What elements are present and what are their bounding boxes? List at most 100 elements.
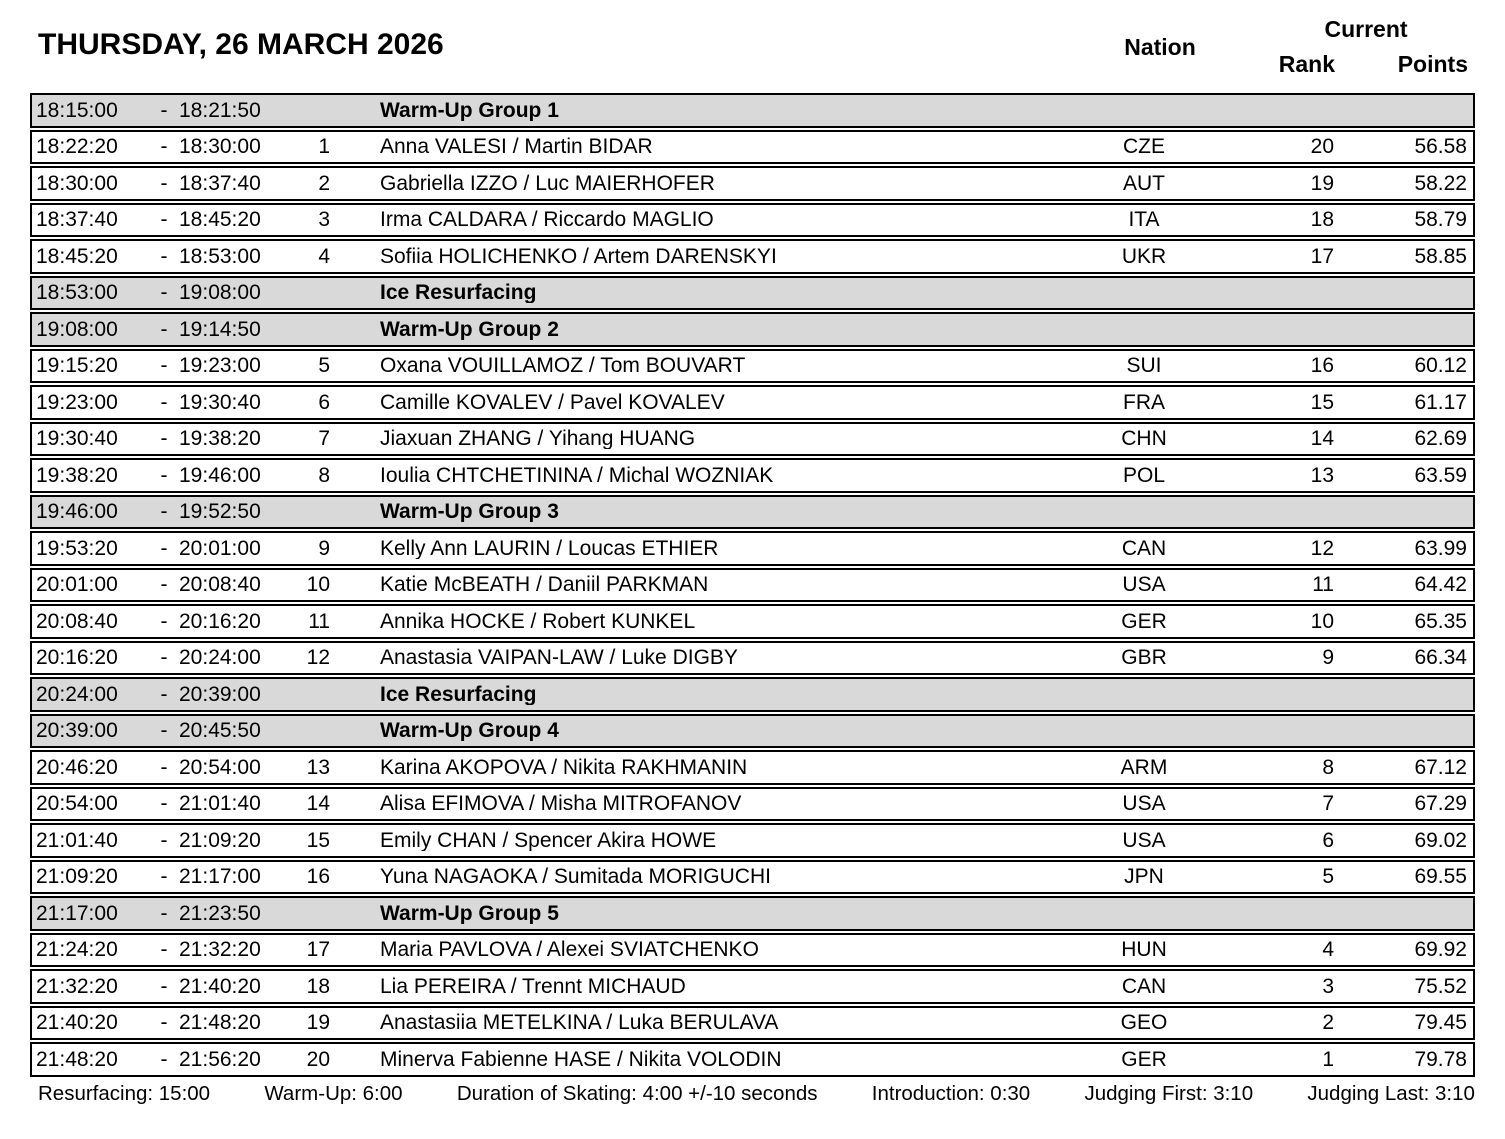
table-row: 19:08:00 - 19:14:50 Warm-Up Group 2 <box>30 312 1475 347</box>
points-cell: 62.69 <box>1414 428 1467 450</box>
end-time-cell: 18:37:40 <box>179 172 261 194</box>
start-time-cell: 18:15:00 <box>36 99 118 121</box>
end-time-cell: 19:30:40 <box>179 391 261 413</box>
time-dash: - <box>160 391 168 413</box>
points-cell: 79.78 <box>1414 1048 1467 1070</box>
nation-cell: GEO <box>1120 1012 1168 1034</box>
points-cell: 67.12 <box>1414 756 1467 778</box>
rank-cell: 13 <box>1310 464 1334 486</box>
points-cell: 79.45 <box>1414 1012 1467 1034</box>
nation-cell: USA <box>1122 793 1166 815</box>
nation-cell: GER <box>1121 610 1167 632</box>
time-dash: - <box>160 428 168 450</box>
points-cell: 69.55 <box>1414 866 1467 888</box>
end-time-cell: 20:08:40 <box>179 574 261 596</box>
start-number-cell: 5 <box>318 355 330 377</box>
points-cell: 56.58 <box>1414 136 1467 158</box>
rank-cell: 7 <box>1322 793 1334 815</box>
time-dash: - <box>160 464 168 486</box>
time-dash: - <box>160 574 168 596</box>
nation-cell: POL <box>1122 464 1166 486</box>
table-row: 21:32:20 - 21:40:20 18 Lia PEREIRA / Tre… <box>30 969 1475 1004</box>
time-dash: - <box>160 683 168 705</box>
time-dash: - <box>160 318 168 340</box>
start-time-cell: 20:24:00 <box>36 683 118 705</box>
points-cell: 65.35 <box>1414 610 1467 632</box>
table-row: 19:53:20 - 20:01:00 9 Kelly Ann LAURIN /… <box>30 531 1475 566</box>
time-dash: - <box>160 501 168 523</box>
time-dash: - <box>160 756 168 778</box>
time-dash: - <box>160 829 168 851</box>
name-cell: Camille KOVALEV / Pavel KOVALEV <box>380 391 725 413</box>
end-time-cell: 21:56:20 <box>179 1048 261 1070</box>
rank-cell: 15 <box>1310 391 1334 413</box>
time-dash: - <box>160 355 168 377</box>
table-row: 21:09:20 - 21:17:00 16 Yuna NAGAOKA / Su… <box>30 859 1475 894</box>
points-cell: 60.12 <box>1414 355 1467 377</box>
name-cell: Anastasia VAIPAN-LAW / Luke DIGBY <box>380 647 738 669</box>
start-time-cell: 18:45:20 <box>36 245 118 267</box>
name-cell: Anna VALESI / Martin BIDAR <box>380 136 653 158</box>
end-time-cell: 19:38:20 <box>179 428 261 450</box>
footer-resurfacing: Resurfacing: 15:00 <box>38 1082 211 1105</box>
start-time-cell: 18:30:00 <box>36 172 118 194</box>
start-time-cell: 21:01:40 <box>36 829 118 851</box>
points-cell: 75.52 <box>1414 975 1467 997</box>
start-number-cell: 13 <box>306 756 330 778</box>
start-number-cell: 8 <box>318 464 330 486</box>
start-time-cell: 19:08:00 <box>36 318 118 340</box>
start-number-cell: 7 <box>318 428 330 450</box>
points-cell: 69.02 <box>1414 829 1467 851</box>
name-cell: Yuna NAGAOKA / Sumitada MORIGUCHI <box>380 866 771 888</box>
points-cell: 67.29 <box>1414 793 1467 815</box>
name-cell: Oxana VOUILLAMOZ / Tom BOUVART <box>380 355 746 377</box>
rank-cell: 19 <box>1310 172 1334 194</box>
rank-cell: 2 <box>1322 1012 1334 1034</box>
name-cell: Annika HOCKE / Robert KUNKEL <box>380 610 696 632</box>
name-cell: Katie McBEATH / Daniil PARKMAN <box>380 574 709 596</box>
name-cell: Emily CHAN / Spencer Akira HOWE <box>380 829 717 851</box>
nation-cell: GER <box>1121 1048 1167 1070</box>
end-time-cell: 21:32:20 <box>179 939 261 961</box>
start-time-cell: 20:08:40 <box>36 610 118 632</box>
time-dash: - <box>160 172 168 194</box>
end-time-cell: 19:08:00 <box>179 282 261 304</box>
name-cell: Ice Resurfacing <box>380 282 537 304</box>
start-number-cell: 9 <box>318 537 330 559</box>
table-row: 20:01:00 - 20:08:40 10 Katie McBEATH / D… <box>30 567 1475 602</box>
nation-cell: GBR <box>1121 647 1167 669</box>
start-number-cell: 20 <box>306 1048 330 1070</box>
points-cell: 63.99 <box>1414 537 1467 559</box>
table-row: 20:08:40 - 20:16:20 11 Annika HOCKE / Ro… <box>30 604 1475 639</box>
end-time-cell: 21:01:40 <box>179 793 261 815</box>
footer-duration: Duration of Skating: 4:00 +/-10 seconds <box>456 1082 818 1105</box>
nation-cell: HUN <box>1121 939 1167 961</box>
time-dash: - <box>160 720 168 742</box>
points-cell: 58.22 <box>1414 172 1467 194</box>
table-row: 20:39:00 - 20:45:50 Warm-Up Group 4 <box>30 713 1475 748</box>
table-row: 21:01:40 - 21:09:20 15 Emily CHAN / Spen… <box>30 823 1475 858</box>
time-dash: - <box>160 537 168 559</box>
start-number-cell: 17 <box>306 939 330 961</box>
end-time-cell: 18:21:50 <box>179 99 261 121</box>
time-dash: - <box>160 209 168 231</box>
table-row: 18:30:00 - 18:37:40 2 Gabriella IZZO / L… <box>30 166 1475 201</box>
rank-cell: 9 <box>1322 647 1334 669</box>
nation-cell: AUT <box>1123 172 1165 194</box>
end-time-cell: 18:53:00 <box>179 245 261 267</box>
rank-cell: 18 <box>1310 209 1334 231</box>
start-time-cell: 19:30:40 <box>36 428 118 450</box>
start-number-cell: 18 <box>306 975 330 997</box>
end-time-cell: 19:52:50 <box>179 501 261 523</box>
end-time-cell: 21:17:00 <box>179 866 261 888</box>
time-dash: - <box>160 610 168 632</box>
start-number-cell: 4 <box>318 245 330 267</box>
name-cell: Sofiia HOLICHENKO / Artem DARENSKYI <box>380 245 777 267</box>
table-row: 19:46:00 - 19:52:50 Warm-Up Group 3 <box>30 494 1475 529</box>
points-cell: 66.34 <box>1414 647 1467 669</box>
end-time-cell: 18:45:20 <box>179 209 261 231</box>
nation-cell: ITA <box>1128 209 1160 231</box>
rank-cell: 17 <box>1310 245 1334 267</box>
rank-cell: 5 <box>1322 866 1334 888</box>
